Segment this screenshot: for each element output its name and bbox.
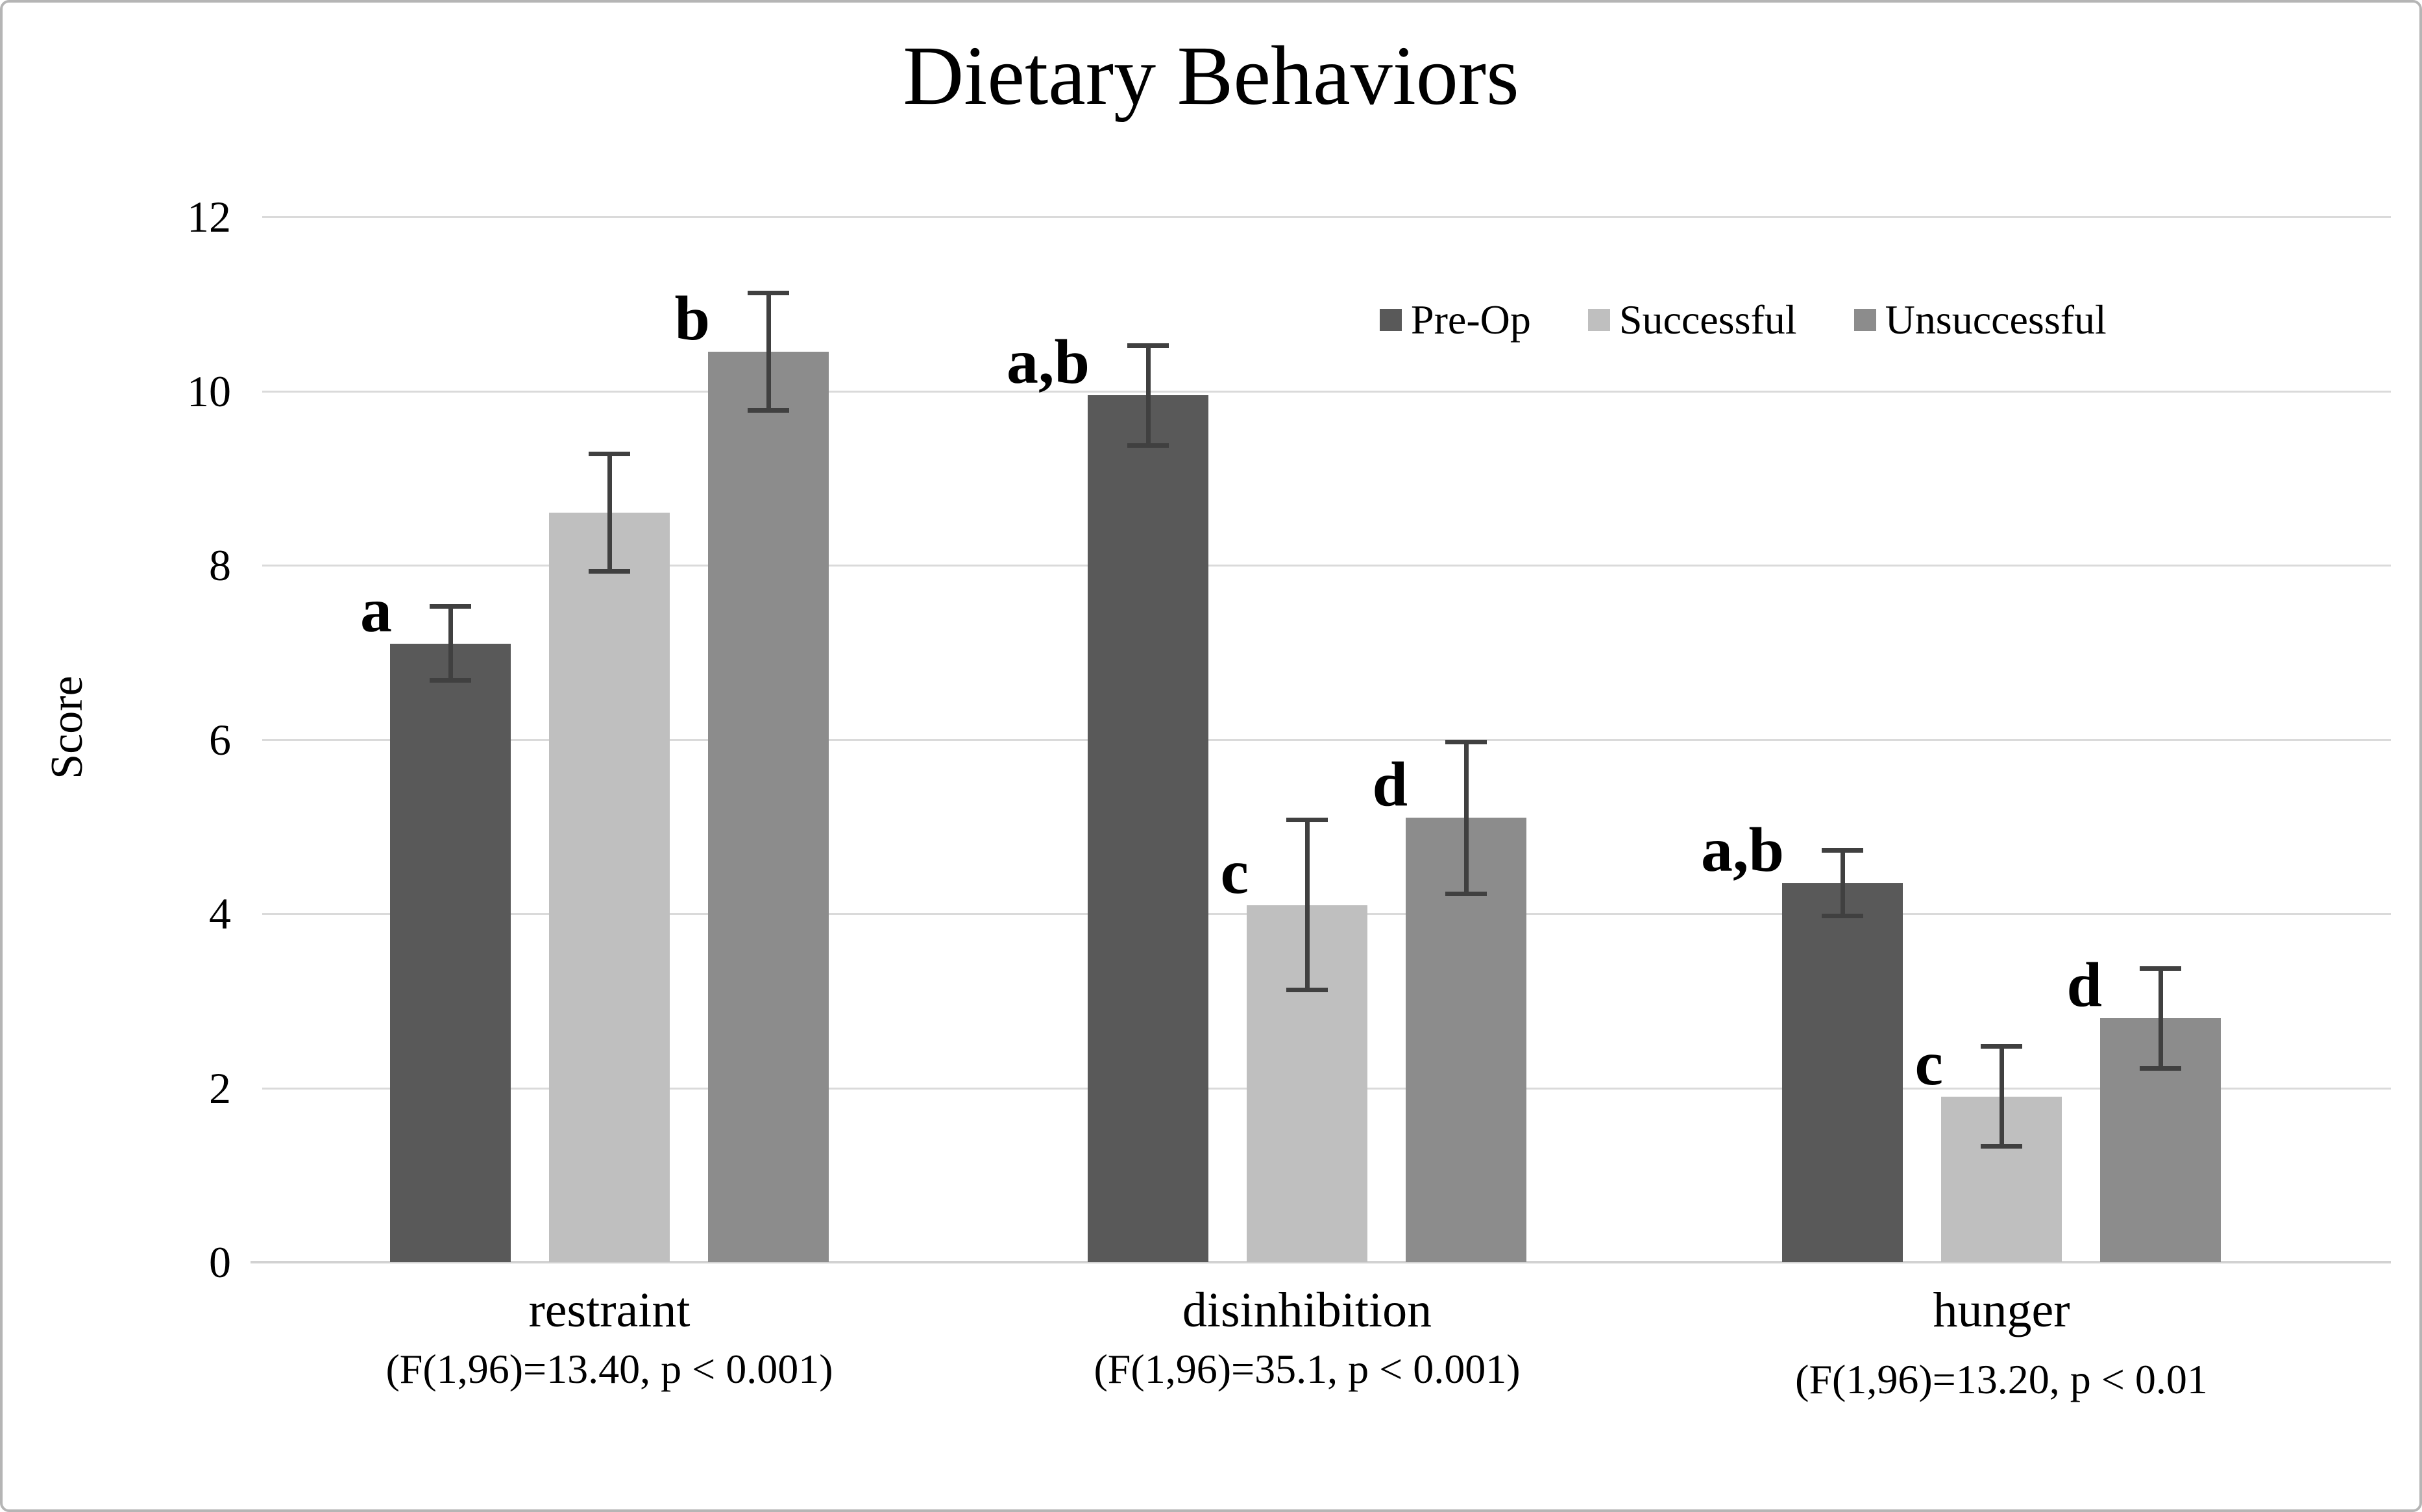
gridline [262,565,2391,567]
error-cap-bottom [589,569,630,574]
category-stat-restraint: (F(1,96)=13.40, p < 0.001) [385,1346,833,1393]
error-cap-bottom [1822,913,1863,918]
legend-item-successful: Successful [1587,296,1797,344]
category-stat-disinhibition: (F(1,96)=35.1, p < 0.001) [1094,1346,1521,1393]
error-bar-disinhibition-unsuccessful [1445,739,1487,897]
y-axis-title: Score [42,676,92,779]
y-tick-label: 12 [187,192,231,241]
error-stem [1463,739,1469,897]
x-axis-group-hunger: hunger (F(1,96)=13.20, p < 0.01 [1657,1282,2345,1404]
error-cap-bottom [748,408,789,413]
sig-letter-hunger-successful: c [1914,1028,1944,1099]
category-label-disinhibition: disinhibition [1182,1283,1432,1337]
error-bar-disinhibition-successful [1286,818,1328,992]
legend-label-pre-op: Pre-Op [1411,297,1531,343]
bar-disinhibition-pre-op [1088,395,1208,1262]
error-stem [448,604,453,683]
bar-restraint-unsuccessful [708,352,829,1262]
error-stem [2158,966,2163,1071]
error-bar-restraint-pre-op [430,604,471,683]
error-bar-disinhibition-pre-op [1127,343,1169,448]
y-tick-label: 4 [209,889,231,938]
error-cap-bottom [1286,987,1328,992]
x-axis-group-disinhibition: disinhibition (F(1,96)=35.1, p < 0.001) [963,1282,1651,1393]
legend: Pre-Op Successful Unsuccessful [1380,296,2107,344]
bar-restraint-successful [549,513,670,1262]
error-cap-bottom [2140,1066,2181,1071]
chart-title: Dietary Behaviors [903,29,1519,123]
sig-letter-disinhibition-unsuccessful: d [1372,750,1408,820]
error-stem [1145,343,1151,448]
legend-swatch-successful [1587,309,1610,331]
error-stem [607,452,612,574]
error-cap-bottom [1981,1144,2022,1149]
error-cap-bottom [1127,443,1169,448]
error-stem [1840,848,1845,918]
sig-letter-hunger-unsuccessful: d [2066,950,2102,1021]
bar-restraint-pre-op [390,643,511,1262]
sig-letter-restraint-pre-op: a [360,575,392,646]
legend-item-pre-op: Pre-Op [1380,296,1531,344]
category-label-hunger: hunger [1933,1283,2070,1337]
gridline [262,390,2391,393]
y-tick-label: 0 [209,1238,231,1287]
legend-item-unsuccessful: Unsuccessful [1853,296,2107,344]
error-bar-hunger-pre-op [1822,848,1863,918]
x-axis-group-restraint: restraint (F(1,96)=13.40, p < 0.001) [265,1282,953,1393]
error-bar-restraint-unsuccessful [748,291,789,413]
gridline [262,216,2391,218]
category-label-restraint: restraint [528,1283,691,1337]
gridline [262,738,2391,741]
error-stem [1304,818,1310,992]
legend-swatch-unsuccessful [1853,309,1876,331]
bar-hunger-pre-op [1782,883,1903,1262]
legend-label-successful: Successful [1619,297,1797,343]
y-tick-label: 10 [187,366,231,416]
category-stat-hunger: (F(1,96)=13.20, p < 0.01 [1795,1356,2208,1403]
legend-swatch-pre-op [1380,309,1402,331]
y-tick-label: 2 [209,1063,231,1113]
sig-letter-restraint-unsuccessful: b [674,284,710,354]
y-tick-label: 8 [209,541,231,590]
sig-letter-hunger-pre-op: a,b [1700,815,1784,885]
error-bar-restraint-successful [589,452,630,574]
error-cap-bottom [1445,892,1487,897]
error-stem [766,291,771,413]
error-bar-hunger-unsuccessful [2140,966,2181,1071]
y-tick-label: 6 [209,714,231,764]
error-bar-hunger-successful [1981,1044,2022,1149]
sig-letter-disinhibition-pre-op: a,b [1006,327,1090,398]
legend-label-unsuccessful: Unsuccessful [1885,297,2107,343]
error-cap-bottom [430,678,471,683]
x-axis-line [251,1261,2391,1263]
sig-letter-disinhibition-successful: c [1220,836,1249,907]
error-stem [1999,1044,2004,1149]
